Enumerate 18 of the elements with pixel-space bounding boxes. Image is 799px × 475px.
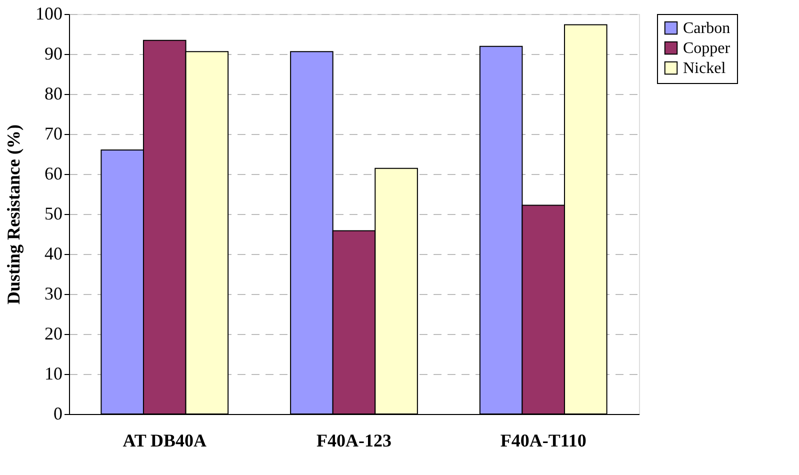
y-tick-label: 30 [44, 284, 62, 304]
y-tick-label: 80 [44, 84, 62, 104]
y-tick-label: 10 [44, 364, 62, 384]
legend-label: Carbon [683, 20, 730, 37]
legend-label: Nickel [683, 60, 726, 77]
x-tick-label: F40A-T110 [500, 430, 586, 450]
y-tick-label: 50 [44, 204, 62, 224]
x-tick-label: AT DB40A [122, 430, 207, 450]
y-tick-label: 0 [54, 404, 62, 424]
y-axis-title: Dusting Resistance (%) [4, 124, 24, 304]
y-tick-label: 40 [44, 244, 62, 264]
y-tick-label: 70 [44, 124, 62, 144]
legend-label: Copper [683, 40, 731, 57]
x-tick-label: F40A-123 [316, 430, 392, 450]
y-tick-label: 60 [44, 164, 62, 184]
y-tick-label: 90 [44, 44, 62, 64]
y-tick-label: 100 [36, 4, 62, 24]
y-tick-label: 20 [44, 324, 62, 344]
